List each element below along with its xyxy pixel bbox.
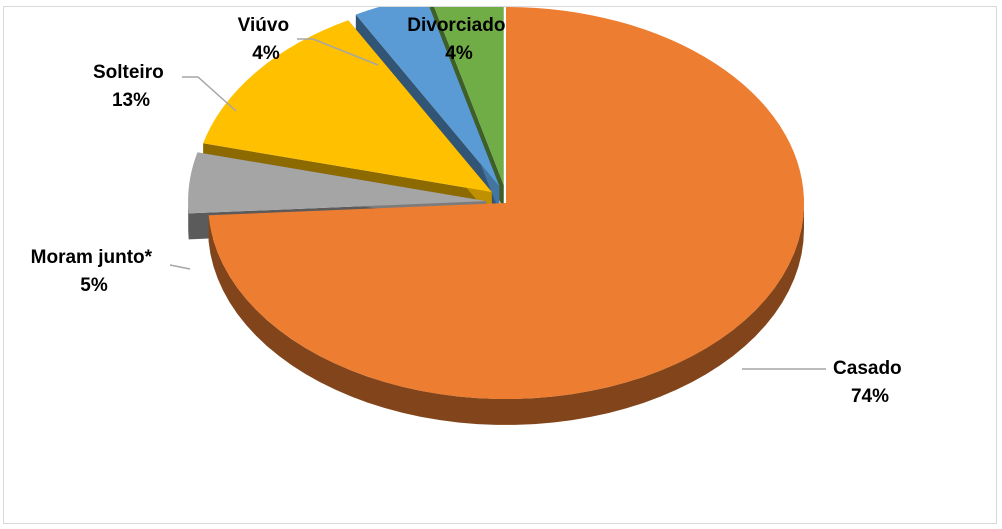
label-casado-pct: 74% [851,386,889,407]
slice-moram-junto-top [188,152,487,214]
slice-casado-top [208,7,805,399]
label-viuvo: Viúvo 4% [238,15,295,64]
slice-solteiro-top [203,20,492,192]
label-moram-junto: Moram junto* 5% [31,247,158,296]
pie-chart: Casado 74% Moram junto* 5% Solteiro 13% … [31,7,907,425]
label-divorciado-pct: 4% [445,43,473,64]
leader-moram-junto [169,264,191,270]
label-moram-junto-name: Moram junto* [31,247,153,268]
label-moram-junto-pct: 5% [80,275,108,296]
label-viuvo-pct: 4% [252,43,280,64]
label-solteiro-name: Solteiro [93,62,164,83]
label-casado-name: Casado [833,358,902,379]
slice-divorciado-top [434,7,504,186]
label-viuvo-name: Viúvo [238,15,289,36]
leader-lines [169,38,826,370]
label-solteiro: Solteiro 13% [93,62,169,111]
slice-moram-junto-side [188,201,189,240]
label-divorciado-name: Divorciado [407,15,505,36]
leader-viuvo [297,38,379,66]
label-divorciado: Divorciado 4% [407,15,510,64]
slice-casado [208,7,805,425]
chart-frame: Casado 74% Moram junto* 5% Solteiro 13% … [3,6,997,524]
slices-layer [188,7,805,425]
label-solteiro-pct: 13% [112,90,150,111]
label-casado: Casado 74% [833,358,907,407]
slice-vi-vo-top [355,7,500,187]
leader-solteiro [182,76,237,112]
